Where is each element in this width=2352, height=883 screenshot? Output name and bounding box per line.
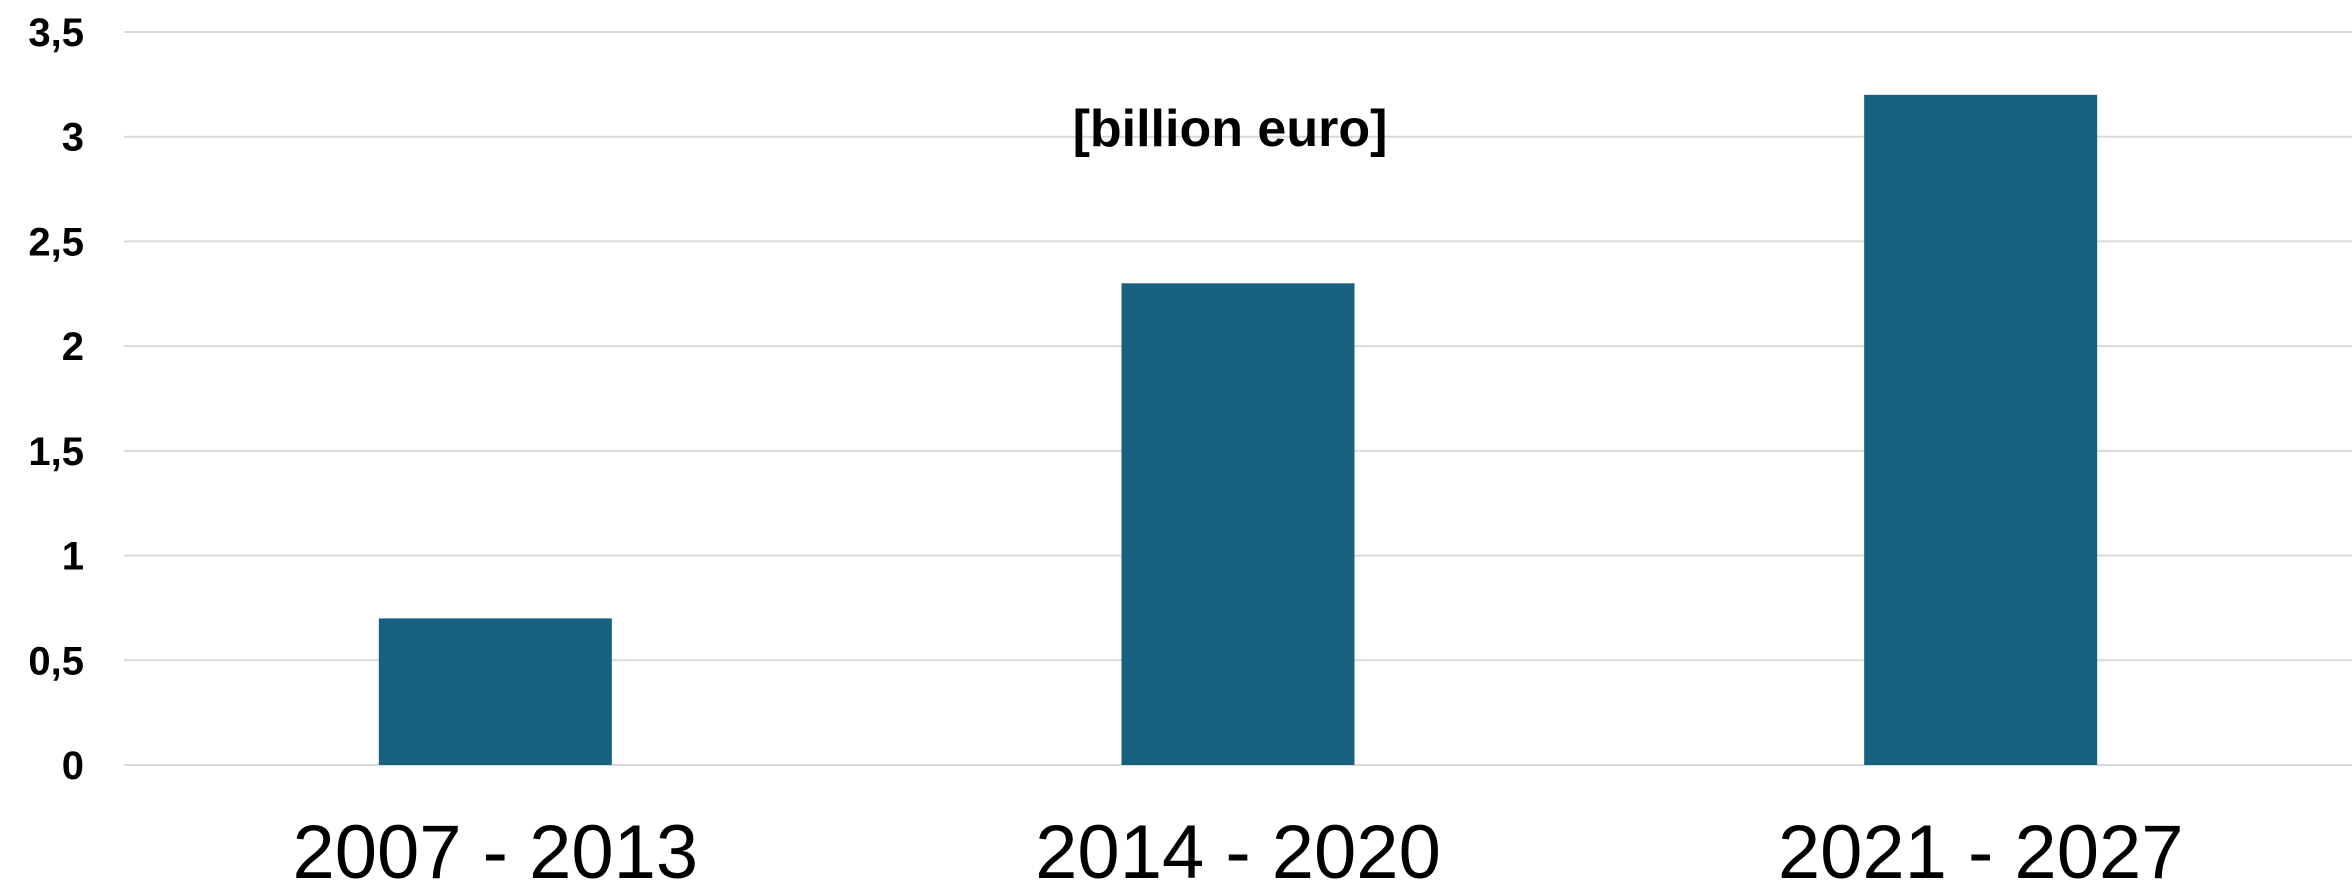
y-tick-label: 1,5 xyxy=(28,430,84,474)
x-tick-label: 2021 - 2027 xyxy=(1778,810,2184,883)
y-tick-label: 2 xyxy=(62,325,84,369)
unit-annotation: [billion euro] xyxy=(1073,100,1388,158)
y-tick-label: 0,5 xyxy=(28,639,84,683)
x-axis-ticks: 2007 - 2013 2014 - 2020 2021 - 2027 xyxy=(292,810,2183,883)
x-tick-label: 2007 - 2013 xyxy=(292,810,698,883)
y-tick-label: 0 xyxy=(62,744,84,788)
y-axis-ticks: 0 0,5 1 1,5 2 2,5 3 3,5 xyxy=(28,11,84,788)
y-tick-label: 3,5 xyxy=(28,11,84,55)
bars xyxy=(378,94,2098,766)
y-tick-label: 1 xyxy=(62,535,84,579)
x-tick-label: 2014 - 2020 xyxy=(1035,810,1441,883)
bar xyxy=(1864,94,2098,766)
bar xyxy=(1121,283,1355,765)
y-tick-label: 2,5 xyxy=(28,220,84,264)
y-tick-label: 3 xyxy=(62,116,84,160)
bar xyxy=(378,618,612,765)
